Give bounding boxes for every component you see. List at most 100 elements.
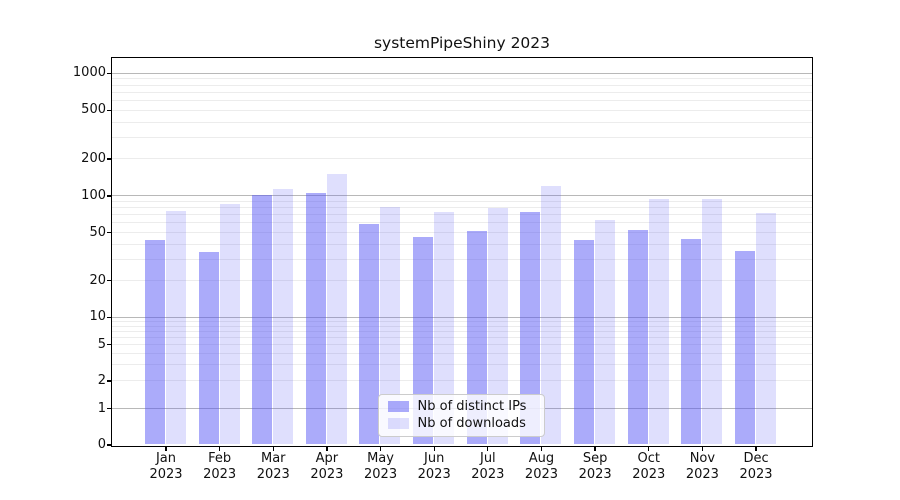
x-tick-month-sep: Sep (582, 451, 608, 466)
bar-nb-of-distinct-ips-mar (252, 195, 273, 445)
gridline-y-600 (112, 99, 812, 101)
legend-label-downloads: Nb of downloads (417, 415, 526, 431)
gridline-y-400 (112, 121, 812, 123)
y-tick-label-0: 0 (97, 437, 106, 452)
x-tick-dec (755, 446, 757, 452)
x-tick-year-dec: 2023 (739, 466, 773, 482)
gridline-y-1000 (112, 72, 812, 74)
x-tick-sep (594, 446, 596, 452)
bar-nb-of-distinct-ips-aug (520, 211, 541, 445)
legend-swatch-downloads (387, 418, 409, 429)
y-tick-5 (107, 344, 112, 346)
gridline-y-700 (112, 91, 812, 93)
gridline-y-500 (112, 109, 812, 111)
x-tick-label-aug: Aug 2023 (509, 451, 573, 482)
gridline-y-60 (112, 222, 812, 224)
gridline-y-6 (112, 336, 812, 338)
gridline-y-70 (112, 214, 812, 216)
x-tick-label-jun: Jun 2023 (402, 451, 466, 482)
x-tick-month-apr: Apr (315, 451, 339, 466)
gridline-y-900 (112, 78, 812, 80)
x-tick-month-may: May (367, 451, 394, 466)
legend-item-distinct-ips: Nb of distinct IPs (387, 398, 535, 414)
bar-nb-of-downloads-may (380, 207, 401, 445)
legend-label-distinct-ips: Nb of distinct IPs (417, 398, 527, 414)
x-tick-year-aug: 2023 (524, 466, 559, 482)
y-tick-label-1000: 1000 (72, 65, 106, 81)
gridline-y-50 (112, 231, 812, 233)
gridline-y-9 (112, 320, 812, 322)
y-tick-label-1: 1 (97, 400, 106, 416)
gridline-y-30 (112, 258, 812, 260)
y-tick-label-200: 200 (81, 151, 106, 167)
bar-nb-of-distinct-ips-jul (466, 230, 487, 445)
x-tick-month-nov: Nov (689, 451, 716, 466)
x-tick-month-jun: Jun (424, 451, 445, 466)
x-tick-year-sep: 2023 (578, 466, 612, 482)
y-tick-200 (107, 158, 112, 160)
legend: Nb of distinct IPs Nb of downloads (377, 393, 545, 437)
bar-nb-of-downloads-feb (219, 203, 240, 445)
legend-swatch-distinct-ips (387, 401, 409, 412)
y-tick-label-500: 500 (81, 102, 106, 118)
bar-nb-of-downloads-aug (541, 185, 562, 445)
gridline-y-3 (112, 364, 812, 366)
bar-nb-of-distinct-ips-nov (681, 238, 702, 445)
y-tick-label-50: 50 (89, 224, 106, 240)
x-tick-label-jul: Jul 2023 (456, 451, 520, 482)
bar-nb-of-downloads-oct (648, 199, 669, 445)
x-tick-jan (165, 446, 167, 452)
bar-nb-of-downloads-jul (487, 208, 508, 445)
x-tick-jun (433, 446, 435, 452)
x-tick-may (379, 446, 382, 452)
gridline-y-4 (112, 352, 812, 354)
bar-nb-of-downloads-nov (702, 199, 723, 445)
gridline-y-40 (112, 243, 812, 245)
x-tick-jul (487, 446, 489, 452)
x-tick-year-may: 2023 (364, 466, 398, 482)
gridline-y-800 (112, 84, 812, 86)
x-tick-month-feb: Feb (208, 451, 232, 466)
bar-nb-of-distinct-ips-apr (305, 192, 326, 445)
x-tick-month-aug: Aug (528, 451, 555, 466)
chart-title: systemPipeShiny 2023 (373, 34, 551, 52)
x-tick-label-sep: Sep 2023 (563, 451, 627, 482)
bar-nb-of-downloads-mar (273, 188, 294, 445)
bar-nb-of-downloads-jan (165, 211, 186, 445)
x-tick-label-mar: Mar 2023 (241, 451, 305, 482)
bar-nb-of-distinct-ips-dec (734, 250, 755, 445)
x-tick-feb (218, 446, 221, 452)
y-tick-1000 (107, 72, 112, 74)
y-tick-10 (107, 316, 112, 318)
x-tick-oct (648, 446, 650, 452)
x-tick-month-jan: Jan (155, 451, 177, 466)
x-tick-month-jul: Jul (479, 451, 496, 466)
y-tick-20 (107, 280, 112, 282)
x-tick-year-jan: 2023 (149, 466, 183, 482)
x-tick-month-mar: Mar (261, 451, 286, 466)
x-tick-label-apr: Apr 2023 (295, 451, 359, 482)
gridline-y-90 (112, 200, 812, 202)
gridline-y-20 (112, 280, 812, 282)
x-tick-label-may: May 2023 (349, 451, 413, 482)
bar-nb-of-distinct-ips-may (359, 224, 380, 445)
bar-nb-of-distinct-ips-feb (198, 252, 219, 445)
x-tick-year-oct: 2023 (632, 466, 666, 482)
x-tick-label-jan: Jan 2023 (134, 451, 198, 482)
x-tick-label-dec: Dec 2023 (724, 451, 788, 482)
gridline-y-10 (112, 316, 812, 318)
y-tick-100 (107, 195, 112, 197)
y-tick-label-5: 5 (97, 336, 106, 352)
x-tick-label-feb: Feb 2023 (188, 451, 252, 482)
bar-nb-of-distinct-ips-sep (574, 239, 594, 445)
gridline-y-80 (112, 207, 812, 209)
x-tick-label-oct: Oct 2023 (617, 451, 681, 482)
gridline-y-2 (112, 380, 812, 382)
y-tick-label-2: 2 (97, 373, 106, 389)
bar-nb-of-distinct-ips-oct (627, 229, 648, 445)
gridline-y-100 (112, 195, 812, 197)
y-tick-500 (107, 109, 112, 111)
gridline-y-7 (112, 330, 812, 332)
bar-nb-of-downloads-sep (595, 219, 615, 445)
